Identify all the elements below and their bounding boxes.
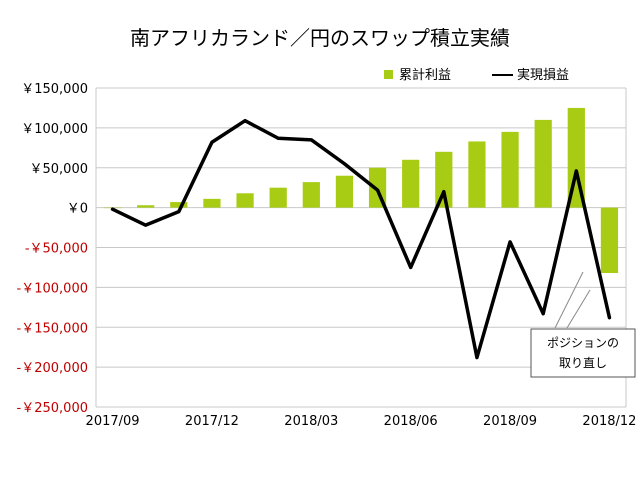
legend-label-line: 実現損益 — [517, 67, 569, 83]
annotation-pointer-1 — [554, 271, 584, 329]
x-axis-ticks: 2017/09 2017/12 2018/03 2018/06 2018/09 2018/… — [86, 414, 637, 429]
annotation: ポジションの 取り直し — [530, 271, 636, 378]
annotation-pointer-2 — [566, 289, 591, 329]
y-tick-label: -￥150,000 — [17, 321, 88, 336]
bar — [600, 207, 619, 274]
bar — [170, 202, 188, 208]
line-point — [574, 169, 578, 173]
line-point — [442, 190, 446, 194]
x-tick-label: 2018/09 — [483, 414, 537, 429]
y-tick-label: ￥0 — [67, 202, 88, 217]
x-tick-label: 2018/12 — [582, 414, 636, 429]
y-tick-label: ￥100,000 — [21, 122, 88, 137]
line-point — [309, 138, 313, 142]
x-tick-label: 2017/12 — [185, 414, 239, 429]
bar — [402, 159, 420, 208]
y-tick-label: ￥50,000 — [30, 162, 89, 177]
line-point — [144, 223, 148, 227]
legend: 累計利益 実現損益 — [384, 67, 569, 83]
bar — [302, 182, 320, 208]
x-tick-label: 2017/09 — [86, 414, 140, 429]
x-tick-label: 2018/06 — [384, 414, 438, 429]
bars-series — [103, 107, 619, 274]
line-point — [409, 265, 413, 269]
legend-swatch-bar — [384, 70, 393, 79]
line-point — [342, 162, 346, 166]
line-point — [210, 140, 214, 144]
bar — [501, 131, 519, 208]
x-tick-label: 2018/03 — [284, 414, 338, 429]
line-point — [508, 240, 512, 244]
line-point — [607, 316, 611, 320]
legend-label-bar: 累計利益 — [399, 67, 451, 83]
bar — [203, 198, 221, 208]
y-tick-label: ￥150,000 — [21, 82, 88, 97]
line-point — [243, 119, 247, 123]
bar — [468, 141, 486, 208]
line-point — [177, 210, 181, 214]
bar — [137, 205, 155, 208]
bar — [534, 119, 552, 208]
line-series — [110, 118, 612, 360]
bar — [335, 175, 354, 208]
line-path — [110, 118, 612, 360]
y-tick-label: -￥250,000 — [17, 401, 88, 416]
annotation-line-2: 取り直し — [559, 356, 607, 370]
line-point — [541, 312, 545, 316]
y-tick-label: -￥200,000 — [17, 361, 88, 376]
line-point — [276, 136, 280, 140]
bar — [435, 151, 453, 208]
y-tick-label: -￥50,000 — [25, 242, 88, 257]
bar — [236, 193, 254, 208]
line-point — [376, 188, 380, 192]
y-tick-label: -￥100,000 — [17, 281, 88, 296]
y-axis-ticks: ￥150,000 ￥100,000 ￥50,000 ￥0 -￥50,000 -￥100,0… — [17, 82, 88, 416]
bar — [269, 187, 287, 208]
line-point — [475, 356, 479, 360]
annotation-box — [530, 328, 636, 378]
grid — [95, 87, 627, 408]
annotation-line-1: ポジションの — [547, 336, 619, 350]
line-point — [111, 207, 115, 211]
chart-title: 南アフリカランド／円のスワップ積立実績 — [130, 26, 510, 50]
